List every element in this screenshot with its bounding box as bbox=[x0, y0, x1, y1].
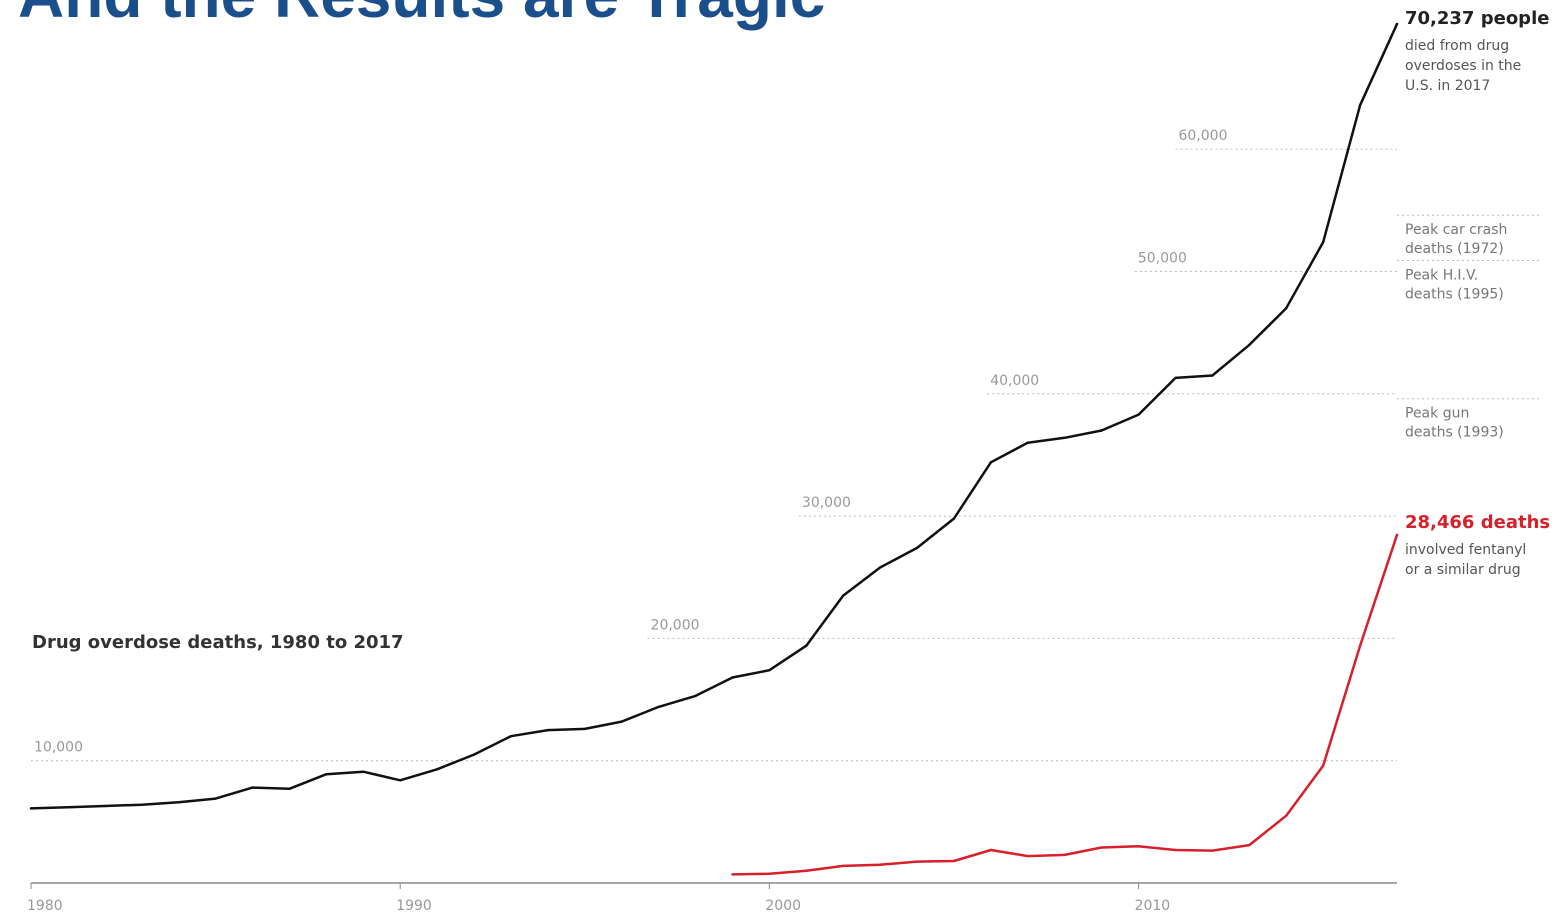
data-point bbox=[620, 720, 623, 723]
data-point bbox=[1100, 429, 1103, 432]
reference-line-label: deaths (1995) bbox=[1405, 286, 1504, 302]
data-point bbox=[1211, 374, 1214, 377]
data-point bbox=[768, 872, 771, 875]
x-tick-label: 1990 bbox=[396, 898, 432, 914]
data-point bbox=[214, 797, 217, 800]
data-point bbox=[1322, 764, 1325, 767]
data-point bbox=[1174, 848, 1177, 852]
data-point bbox=[1285, 307, 1288, 310]
data-point bbox=[1026, 441, 1030, 444]
data-point bbox=[694, 694, 697, 698]
data-point bbox=[1248, 843, 1251, 847]
data-point bbox=[1358, 644, 1362, 647]
x-tick-label: 2000 bbox=[765, 898, 801, 914]
y-gridline-label: 50,000 bbox=[1138, 251, 1187, 267]
data-point bbox=[1100, 846, 1103, 849]
data-point bbox=[1285, 814, 1288, 817]
x-tick-label: 1980 bbox=[27, 898, 63, 914]
data-point bbox=[29, 807, 33, 810]
data-point bbox=[1358, 104, 1362, 107]
data-point bbox=[177, 801, 180, 804]
data-point bbox=[288, 787, 291, 790]
series-callout-note: or a similar drug bbox=[1405, 562, 1521, 578]
data-point bbox=[731, 873, 734, 876]
series-line bbox=[29, 22, 1399, 810]
data-point bbox=[546, 728, 550, 732]
y-gridline-label: 30,000 bbox=[802, 495, 851, 511]
y-gridline-label: 40,000 bbox=[990, 373, 1039, 389]
data-point bbox=[878, 863, 882, 866]
reference-line-label: Peak gun bbox=[1405, 406, 1469, 422]
data-point bbox=[103, 804, 107, 808]
data-point bbox=[140, 803, 143, 806]
reference-line-label: deaths (1993) bbox=[1405, 425, 1504, 441]
data-point bbox=[583, 727, 586, 731]
reference-line-label: Peak H.I.V. bbox=[1405, 267, 1478, 283]
data-point bbox=[362, 770, 365, 773]
data-point bbox=[657, 705, 660, 709]
series-callout-note: U.S. in 2017 bbox=[1405, 78, 1490, 94]
data-point bbox=[1174, 376, 1177, 380]
data-point bbox=[952, 859, 956, 863]
reference-line-label: deaths (1972) bbox=[1405, 241, 1504, 257]
data-point bbox=[1248, 343, 1251, 347]
data-point bbox=[1395, 533, 1399, 537]
series-line bbox=[731, 533, 1399, 876]
y-gridline-label: 60,000 bbox=[1178, 128, 1227, 144]
data-point bbox=[435, 768, 439, 771]
data-point bbox=[842, 864, 845, 868]
data-point bbox=[989, 848, 993, 852]
series-callout-note: involved fentanyl bbox=[1405, 542, 1526, 558]
data-point bbox=[805, 644, 808, 647]
data-point bbox=[915, 546, 919, 550]
slide-title: And the Results are Tragic bbox=[18, 0, 825, 32]
data-point bbox=[325, 773, 328, 776]
data-point bbox=[1137, 845, 1140, 848]
data-point bbox=[66, 806, 70, 809]
data-point bbox=[768, 669, 771, 672]
series-callout-value: 28,466 deaths bbox=[1405, 512, 1550, 533]
data-point bbox=[1211, 849, 1214, 852]
y-gridline-label: 20,000 bbox=[651, 617, 700, 633]
data-point bbox=[842, 594, 845, 597]
reference-line-label: Peak car crash bbox=[1405, 222, 1507, 238]
data-point bbox=[915, 860, 919, 863]
data-point bbox=[1322, 240, 1325, 244]
data-point bbox=[878, 566, 882, 569]
series-callout-note: overdoses in the bbox=[1405, 58, 1521, 74]
data-point bbox=[1395, 22, 1399, 26]
series-callout-value: 70,237 people bbox=[1405, 8, 1549, 29]
data-point bbox=[731, 676, 734, 679]
x-tick-label: 2010 bbox=[1135, 898, 1171, 914]
data-point bbox=[1063, 436, 1066, 439]
data-point bbox=[989, 461, 993, 464]
data-point bbox=[952, 517, 956, 520]
data-point bbox=[251, 786, 254, 789]
chart-title: Drug overdose deaths, 1980 to 2017 bbox=[32, 632, 404, 653]
data-point bbox=[472, 753, 476, 756]
data-point bbox=[805, 869, 808, 872]
data-point bbox=[1026, 854, 1030, 858]
data-point bbox=[399, 779, 402, 782]
data-point bbox=[1137, 413, 1140, 416]
y-gridline-label: 10,000 bbox=[34, 740, 83, 756]
data-point bbox=[509, 735, 513, 738]
series-callout-note: died from drug bbox=[1405, 38, 1509, 54]
data-point bbox=[1063, 853, 1066, 857]
